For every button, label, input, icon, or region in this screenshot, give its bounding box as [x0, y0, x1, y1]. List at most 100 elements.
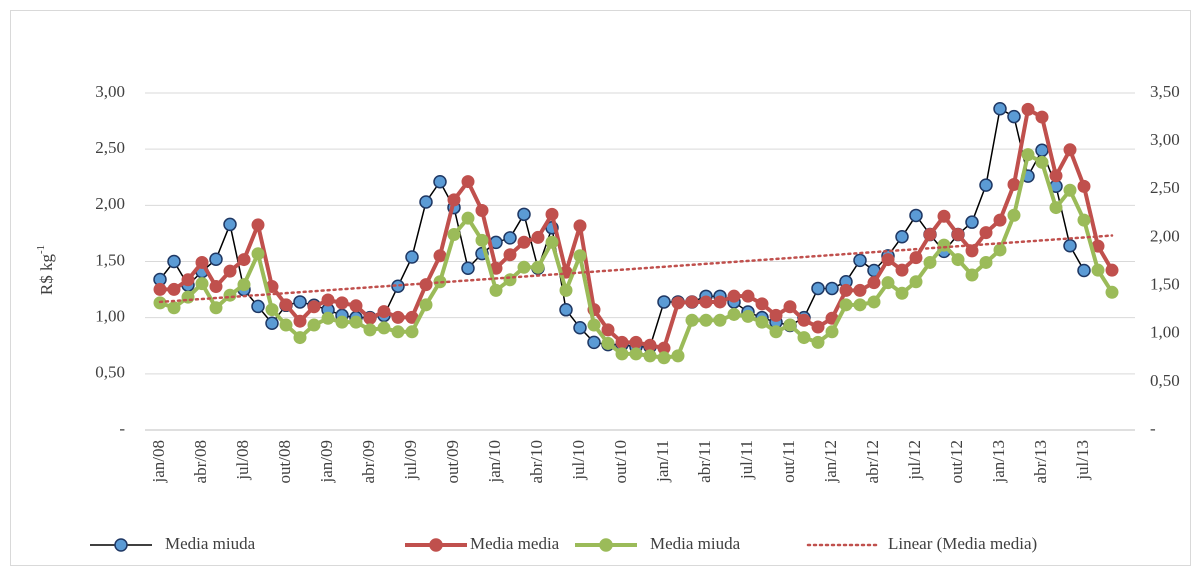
- data-point: [965, 268, 979, 282]
- data-point: [433, 275, 447, 289]
- data-point: [755, 297, 769, 311]
- x-tick-label: abr/12: [863, 440, 882, 483]
- data-point: [811, 281, 825, 296]
- data-point: [153, 282, 167, 296]
- data-point: [909, 251, 923, 265]
- y-tick-label: 1,00: [95, 307, 125, 326]
- data-point: [769, 325, 783, 339]
- data-point: [531, 230, 545, 244]
- data-point: [811, 335, 825, 349]
- data-point: [783, 318, 797, 332]
- data-point: [167, 254, 181, 269]
- x-tick-label: abr/10: [527, 440, 546, 483]
- y-axis-title-text: R$ kg: [37, 254, 56, 296]
- data-point: [461, 211, 475, 225]
- data-point: [1105, 263, 1119, 277]
- y-tick-label: 2,00: [95, 194, 125, 213]
- data-point: [363, 311, 377, 325]
- data-point: [195, 255, 209, 269]
- x-tick-label: out/10: [611, 440, 630, 483]
- data-point: [1007, 208, 1021, 222]
- y-tick-label: 2,50: [95, 138, 125, 157]
- data-point: [307, 300, 321, 314]
- legend-marker: [114, 538, 128, 552]
- y2-tick-label: 3,50: [1150, 82, 1180, 101]
- legend-label: Media media: [470, 534, 560, 553]
- data-point: [293, 295, 307, 309]
- data-point: [629, 347, 643, 361]
- data-point: [447, 193, 461, 207]
- x-tick-label: out/08: [275, 440, 294, 483]
- y2-tick-label: 0,50: [1150, 371, 1180, 390]
- data-point: [587, 318, 601, 332]
- data-point: [503, 248, 517, 262]
- data-point: [1077, 213, 1091, 227]
- data-point: [265, 303, 279, 317]
- data-point: [433, 174, 447, 189]
- data-point: [923, 228, 937, 242]
- x-tick-label: jul/13: [1073, 440, 1092, 481]
- data-point: [461, 175, 475, 189]
- data-point: [993, 101, 1007, 116]
- data-point: [867, 295, 881, 309]
- data-point: [1035, 110, 1049, 124]
- data-point: [321, 293, 335, 307]
- data-point: [363, 323, 377, 337]
- data-point: [615, 335, 629, 349]
- data-point: [881, 253, 895, 267]
- y2-tick-label: 1,50: [1150, 274, 1180, 293]
- data-point: [223, 264, 237, 278]
- data-point: [881, 276, 895, 290]
- data-point: [279, 318, 293, 332]
- data-point: [293, 314, 307, 328]
- data-point: [657, 351, 671, 365]
- data-point: [825, 281, 839, 296]
- data-point: [167, 301, 181, 315]
- data-point: [699, 313, 713, 327]
- y-tick-label: 1,50: [95, 250, 125, 269]
- data-point: [1049, 169, 1063, 183]
- y2-tick-label: 2,50: [1150, 178, 1180, 197]
- data-point: [223, 217, 237, 232]
- data-point: [1021, 102, 1035, 116]
- data-point: [405, 325, 419, 339]
- data-point: [1049, 201, 1063, 215]
- data-point: [713, 295, 727, 309]
- data-point: [237, 253, 251, 267]
- data-point: [1077, 179, 1091, 193]
- data-point: [671, 296, 685, 310]
- data-point: [979, 178, 993, 192]
- data-point: [573, 219, 587, 233]
- data-point: [1035, 143, 1049, 158]
- data-point: [545, 235, 559, 249]
- data-point: [671, 349, 685, 363]
- data-point: [797, 313, 811, 327]
- data-point: [265, 316, 279, 331]
- data-point: [727, 289, 741, 303]
- data-point: [643, 349, 657, 363]
- data-point: [993, 213, 1007, 227]
- x-tick-label: jan/08: [149, 440, 168, 484]
- data-point: [909, 275, 923, 289]
- x-tick-label: jul/10: [569, 440, 588, 481]
- data-point: [573, 249, 587, 263]
- x-tick-label: jan/12: [821, 440, 840, 484]
- data-point: [601, 323, 615, 337]
- data-point: [923, 255, 937, 269]
- x-tick-label: out/12: [947, 440, 966, 483]
- x-tick-label: jan/10: [485, 440, 504, 484]
- data-point: [811, 320, 825, 334]
- y-tick-label: 0,50: [95, 363, 125, 382]
- x-tick-label: abr/09: [359, 440, 378, 483]
- y-axis-title-sup: -1: [35, 245, 47, 254]
- data-point: [503, 231, 517, 245]
- data-point: [377, 321, 391, 335]
- data-point: [853, 253, 867, 268]
- data-point: [237, 278, 251, 292]
- x-tick-label: jul/12: [905, 440, 924, 481]
- data-point: [181, 273, 195, 287]
- data-point: [825, 325, 839, 339]
- data-point: [1091, 263, 1105, 277]
- data-point: [951, 253, 965, 267]
- data-point: [419, 278, 433, 292]
